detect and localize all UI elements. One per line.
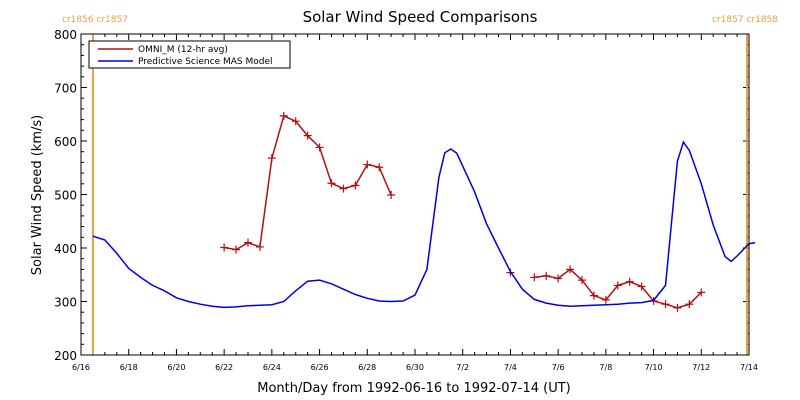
x-tick-label: 7/10 [645, 363, 663, 372]
x-tick-label: 6/24 [263, 363, 281, 372]
x-tick-label: 7/4 [504, 363, 517, 372]
data-point [291, 117, 300, 126]
data-point [363, 160, 372, 169]
data-point [315, 143, 324, 152]
chart-title: Solar Wind Speed Comparisons [303, 8, 538, 26]
data-point [578, 276, 586, 285]
data-point [255, 242, 264, 251]
data-point [554, 274, 563, 283]
x-tick-label: 7/2 [456, 363, 469, 372]
carrington-label: cr1856 cr1857 [62, 15, 128, 25]
x-tick-label: 6/18 [120, 363, 138, 372]
x-tick-label: 7/8 [599, 363, 612, 372]
series-line [92, 140, 756, 309]
data-point [279, 111, 288, 120]
y-tick-label: 200 [54, 349, 77, 363]
x-tick-label: 6/20 [167, 363, 185, 372]
data-point [685, 300, 694, 309]
carrington-label: cr1857 cr1858 [712, 15, 778, 25]
data-point [542, 271, 551, 280]
x-tick-label: 6/28 [358, 363, 376, 372]
data-point [637, 282, 646, 291]
x-tick-label: 6/26 [311, 363, 329, 372]
x-tick-label: 6/22 [215, 363, 233, 372]
data-point [267, 154, 276, 163]
x-tick-label: 7/14 [740, 363, 758, 372]
y-tick-label: 600 [54, 135, 77, 149]
y-tick-label: 700 [54, 82, 77, 96]
data-point [566, 265, 575, 274]
plot-frame [80, 33, 750, 356]
data-point [589, 291, 598, 300]
data-point [220, 243, 229, 252]
y-tick-label: 800 [54, 28, 77, 42]
carrington-markers: cr1856 cr1857 cr1857 cr1858 [62, 15, 778, 355]
data-point [351, 181, 360, 190]
data-point [625, 277, 634, 286]
legend-label-omni: OMNI_M (12-hr avg) [138, 45, 228, 55]
data-point [697, 288, 706, 297]
x-tick-label: 6/30 [406, 363, 424, 372]
y-tick-label: 500 [54, 189, 77, 203]
data-point [375, 163, 384, 172]
x-tick-label: 6/16 [72, 363, 90, 372]
legend: OMNI_M (12-hr avg) Predictive Science MA… [88, 40, 291, 69]
legend-label-mas: Predictive Science MAS Model [138, 57, 273, 67]
y-tick-label: 400 [54, 242, 77, 256]
data-point [232, 245, 241, 254]
data-point [530, 273, 539, 282]
data-point [387, 191, 396, 200]
data-point [339, 184, 348, 193]
axis-ticks: 200 300 400 500 600 700 800 6/16 6/18 6/20 6/22 6/2… [54, 28, 758, 372]
x-axis-label: Month/Day from 1992-06-16 to 1992-07-14 … [257, 381, 570, 396]
data-series [92, 111, 756, 312]
data-point [613, 281, 622, 290]
data-point [244, 238, 252, 247]
x-tick-label: 7/6 [552, 363, 565, 372]
legend-box [88, 40, 291, 69]
data-point [303, 131, 312, 140]
data-point [661, 300, 670, 309]
data-point [673, 303, 682, 312]
x-tick-label: 7/12 [692, 363, 710, 372]
y-axis-label: Solar Wind Speed (km/s) [30, 115, 45, 275]
y-tick-label: 300 [54, 296, 77, 310]
data-point [327, 179, 336, 188]
data-point [601, 295, 610, 304]
